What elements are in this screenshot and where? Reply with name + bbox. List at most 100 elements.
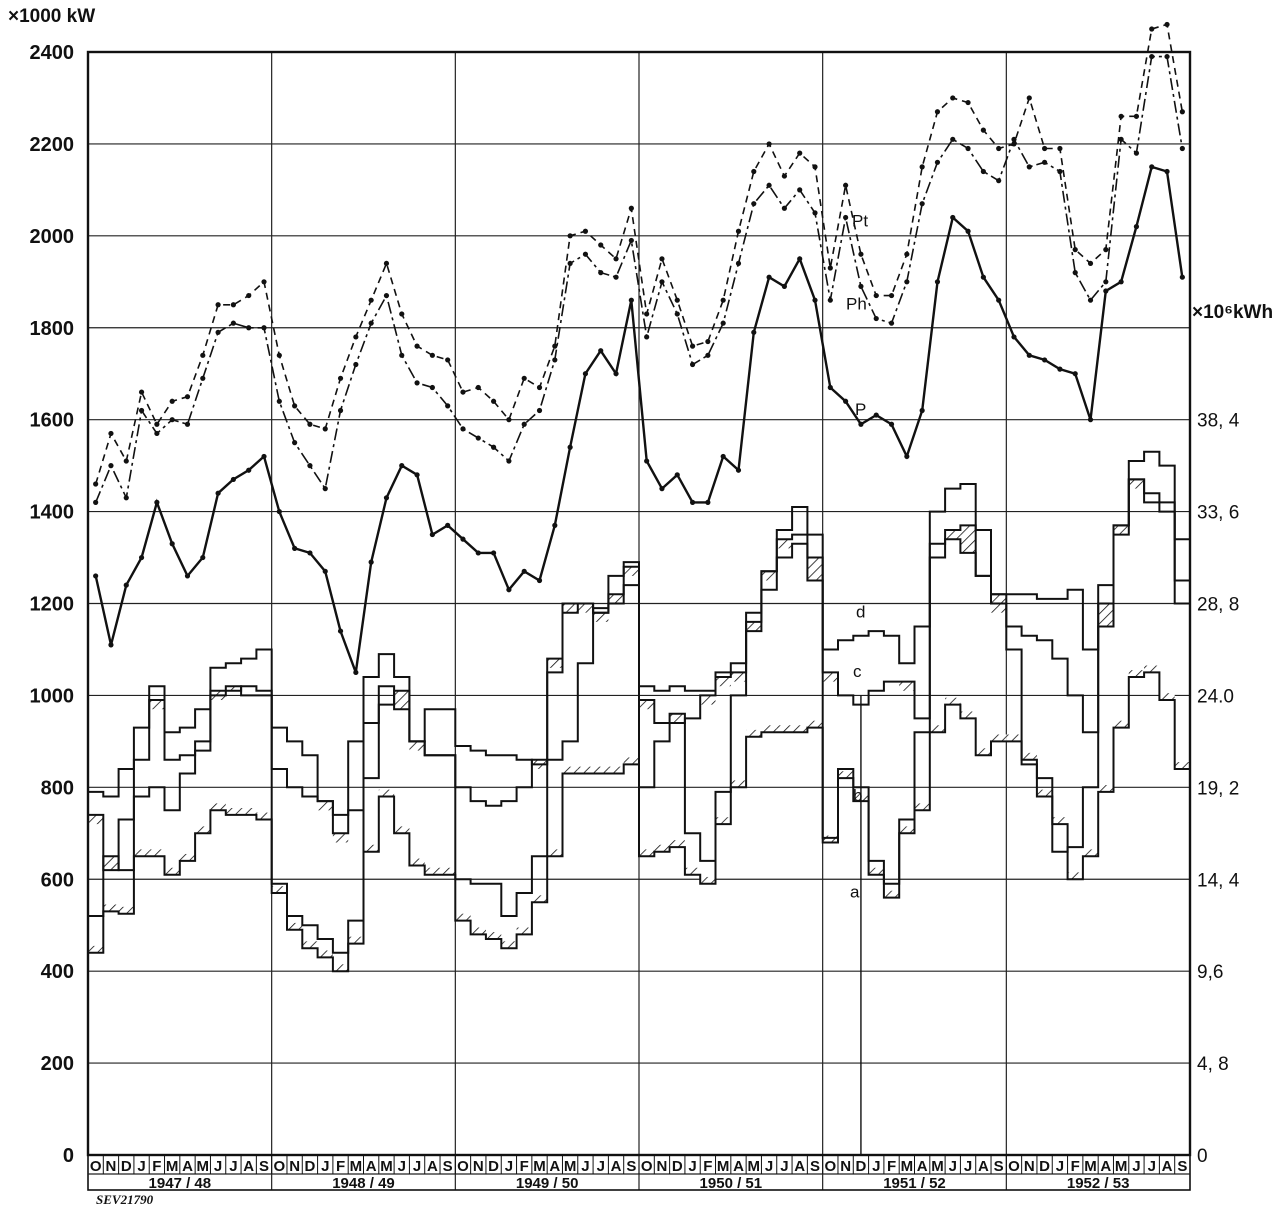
point-P [843,398,849,404]
point-P [552,522,558,528]
point-Pt [858,251,864,257]
point-Pt [904,251,910,257]
hatch-cap-a [133,849,150,857]
point-P [246,467,252,473]
point-Ph [123,495,129,501]
hatch-cap-c [1113,525,1129,535]
point-Pt [598,242,604,248]
hatch-cap-a [1021,752,1037,760]
hatch-cap-a [1174,762,1190,769]
point-Ph [200,375,206,381]
point-Ph [368,320,374,326]
point-Pt [919,164,925,170]
point-Ph [1011,136,1017,142]
month-label: S [1177,1158,1187,1175]
point-Pt [950,95,956,101]
month-label: A [794,1158,805,1175]
year-label: 1950 / 51 [700,1175,763,1192]
hatch-band-bc [991,594,1007,604]
y-tick-label-800: 800 [41,777,74,799]
point-Pt [1057,145,1063,152]
right-tick-label: 19, 2 [1197,778,1239,799]
hatch-cap-a [975,748,992,756]
month-label: A [978,1158,989,1175]
month-label: O [641,1158,653,1175]
point-P [1103,288,1109,294]
point-Pt [368,297,374,303]
month-label: J [505,1158,513,1175]
month-label: D [856,1158,867,1175]
month-label: A [611,1158,622,1175]
month-label: A [733,1158,744,1175]
hatch-cap-c [639,700,655,710]
month-label: F [887,1158,896,1175]
point-Pt [644,311,650,317]
month-label: J [321,1158,329,1175]
point-Pt [445,357,451,363]
point-Ph [1179,145,1185,152]
hatch-cap-a [761,725,777,733]
point-Pt [230,302,237,308]
month-label: A [1100,1158,1111,1175]
hatch-cap-a [440,867,456,875]
point-P [950,214,956,221]
hatch-cap-c [730,672,747,682]
hatch-cap-a [348,936,364,944]
point-Pt [521,375,527,381]
y-tick-label-2400: 2400 [30,42,75,64]
month-label: A [243,1158,254,1175]
point-Ph [1026,164,1032,170]
hatch-cap-a [424,867,441,875]
point-P [215,490,221,496]
hatch-cap-a [286,922,303,930]
month-label: J [780,1158,788,1175]
point-Ph [781,205,788,211]
hatch-cap-a [623,757,639,765]
point-P [230,476,237,483]
point-P [659,486,665,492]
hatch-cap-a [88,945,104,953]
right-tick-label: 38, 4 [1197,411,1240,432]
point-Ph [582,251,589,257]
point-P [613,371,619,377]
point-Ph [1057,168,1063,175]
right-tick-label: 0 [1197,1146,1208,1167]
point-Pt [184,394,191,400]
hatch-cap-a [1067,872,1083,880]
point-Ph [506,458,512,464]
point-Pt [353,334,359,340]
month-label: J [581,1158,589,1175]
hatch-cap-a [378,789,395,797]
hatch-cap-c [593,612,609,622]
month-label: J [765,1158,773,1175]
hatch-band-bc [103,856,119,871]
point-P [827,384,833,391]
point-Ph [154,430,160,437]
hatch-cap-a [914,803,930,811]
point-Ph [613,274,619,280]
hatch-band-bc [1098,603,1114,627]
hatch-band-bc [225,686,242,691]
month-label: N [840,1158,851,1175]
hatch-cap-a [868,867,884,875]
point-Pt [1041,145,1048,152]
hatch-cap-a [730,780,747,788]
hatch-cap-a [593,766,609,774]
point-Pt [1072,247,1078,253]
hatch-cap-a [991,734,1007,742]
point-Ph [1118,136,1124,142]
month-label: J [688,1158,696,1175]
point-Pt [169,398,175,404]
hatch-cap-c [776,539,793,549]
right-tick-label: 24.0 [1197,686,1234,707]
hatch-cap-c [1128,479,1145,489]
point-P [858,421,864,427]
year-label: 1952 / 53 [1067,1175,1130,1192]
month-label: F [336,1158,345,1175]
hatch-cap-a [746,729,762,737]
point-Ph [261,325,267,331]
point-Ph [429,384,435,391]
hatch-cap-a [837,771,854,779]
month-label: N [106,1158,117,1175]
point-Pt [705,338,711,345]
